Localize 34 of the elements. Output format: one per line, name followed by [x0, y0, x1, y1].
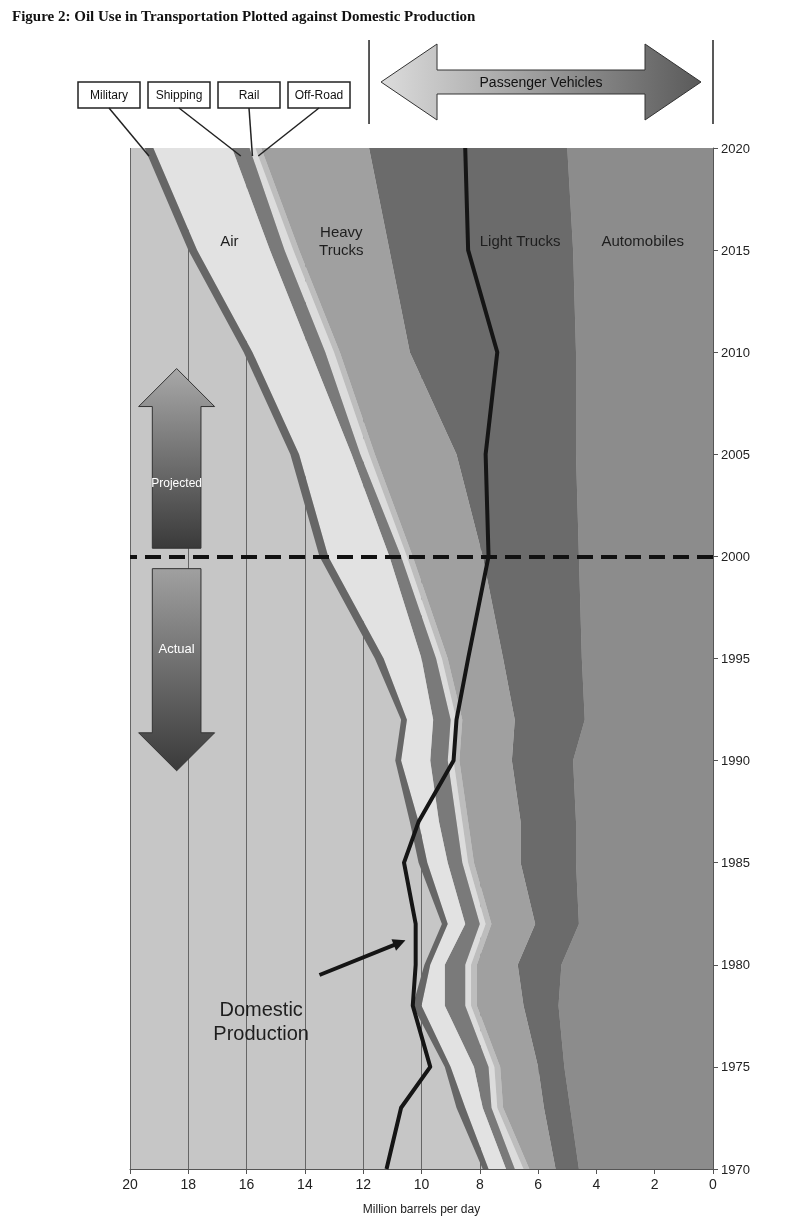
y-tick-label: 2010 — [721, 344, 750, 360]
y-tick-label: 1975 — [721, 1059, 750, 1075]
x-tick-label: 6 — [534, 1176, 543, 1192]
annotation: Projected — [151, 475, 202, 490]
annotation: Actual — [158, 640, 195, 656]
x-tick-label: 16 — [238, 1176, 255, 1192]
y-tick-label: 1995 — [721, 651, 750, 666]
x-tick-label: 18 — [180, 1176, 197, 1192]
x-tick-label: 8 — [475, 1176, 484, 1192]
x-tick-label: 4 — [592, 1176, 601, 1192]
text: Shipping — [155, 88, 203, 102]
text: Rail — [238, 88, 260, 102]
text: Off-Road — [294, 88, 344, 102]
series-label: Air — [220, 231, 239, 249]
y-tick-label: 2005 — [721, 446, 750, 462]
x-axis-title: Million barrels per day — [362, 1202, 481, 1216]
x-tick-label: 20 — [122, 1176, 138, 1192]
y-tick-label: 2020 — [721, 140, 750, 156]
y-tick-label: 2000 — [721, 548, 750, 564]
text: Passenger Vehicles — [479, 74, 603, 90]
text: Military — [90, 88, 128, 102]
x-tick-label: 2 — [650, 1176, 659, 1192]
x-tick-label: 0 — [709, 1176, 718, 1192]
series-label: Light Trucks — [479, 231, 561, 249]
y-tick-label: 1990 — [721, 753, 750, 769]
x-tick-label: 10 — [413, 1176, 430, 1192]
x-tick-label: 12 — [355, 1176, 372, 1192]
series-label: Heavy Trucks — [319, 222, 364, 258]
y-tick-label: 1985 — [721, 855, 750, 871]
chart-title: Figure 2: Oil Use in Transportation Plotted against Domestic Production — [12, 8, 476, 25]
x-tick-label: 14 — [297, 1176, 313, 1192]
y-tick-label: 1970 — [721, 1161, 750, 1177]
y-tick-label: 2015 — [721, 242, 750, 258]
y-tick-label: 1980 — [721, 957, 750, 973]
